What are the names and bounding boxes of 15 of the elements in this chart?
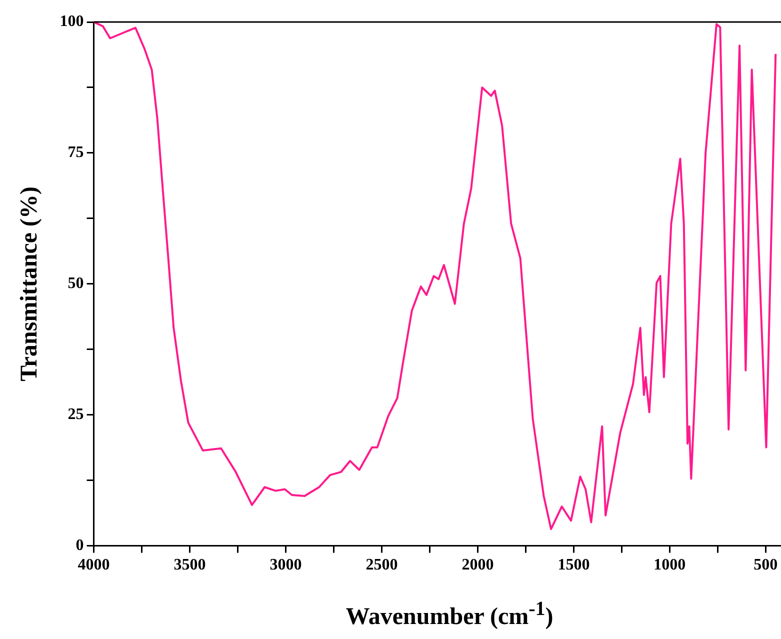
y-tick-label: 50	[68, 275, 84, 292]
x-tick-label: 3000	[270, 556, 302, 574]
y-tick-label: 25	[68, 406, 84, 423]
x-tick-label: 2000	[462, 556, 494, 574]
x-tick-label: 2500	[366, 556, 398, 574]
x-tick-label: 500	[754, 556, 778, 574]
x-tick-label: 1500	[558, 556, 590, 574]
x-tick-label: 4000	[78, 556, 110, 574]
x-tick-label: 1000	[654, 556, 686, 574]
x-axis-title: Wavenumber (cm$^{-1}$)	[344, 598, 554, 631]
y-tick-label: 75	[68, 144, 84, 162]
y-tick-label: 0	[76, 536, 84, 554]
y-tick-label: 100	[60, 13, 84, 30]
x-tick-label: 3500	[174, 556, 206, 574]
y-axis-title: Transmittance (%)	[16, 186, 43, 382]
